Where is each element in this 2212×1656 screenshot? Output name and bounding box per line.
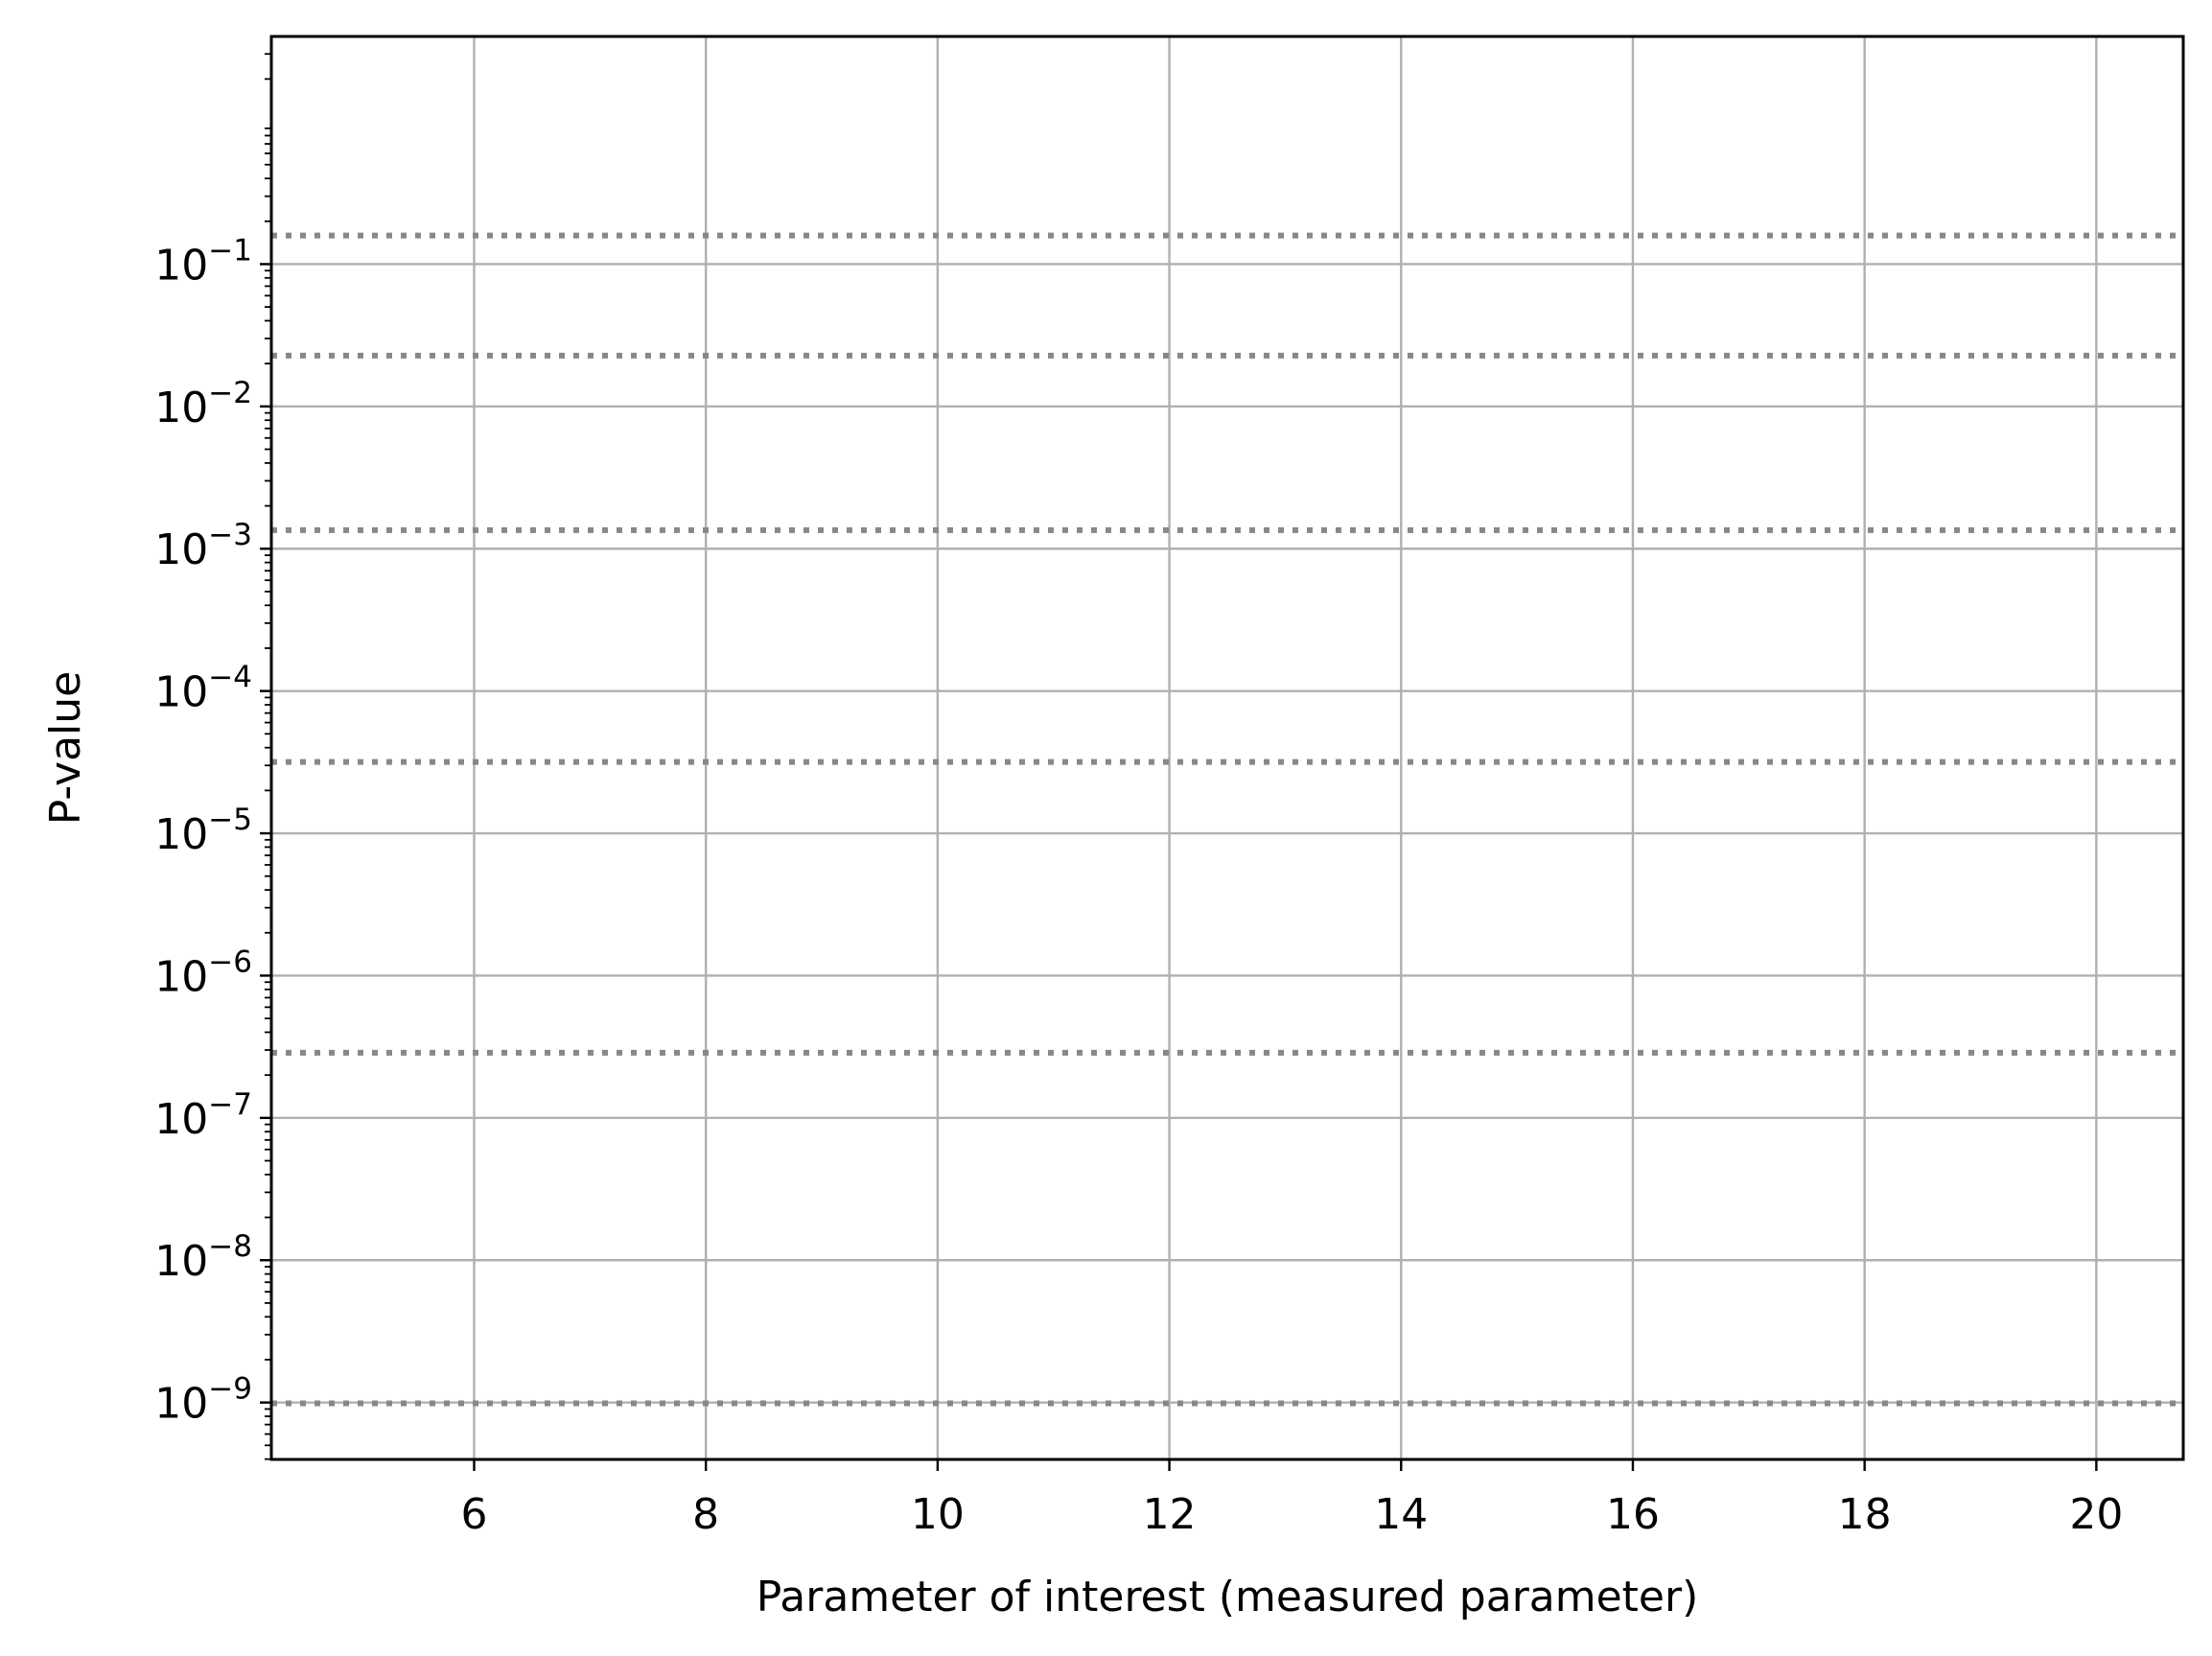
y-tick-label: 10−8 xyxy=(154,1229,252,1286)
y-tick-label: 10−3 xyxy=(154,518,252,574)
y-tick-exponent: −5 xyxy=(208,803,252,837)
y-tick-base: 10 xyxy=(154,810,208,859)
y-tick-label: 10−5 xyxy=(154,803,252,859)
y-tick-base: 10 xyxy=(154,241,208,290)
y-tick-exponent: −4 xyxy=(208,661,252,695)
y-tick-base: 10 xyxy=(154,1380,208,1429)
x-tick-label: 20 xyxy=(2069,1490,2123,1539)
y-tick-label: 10−1 xyxy=(154,233,252,290)
x-tick-label: 18 xyxy=(1838,1490,1892,1539)
y-tick-exponent: −9 xyxy=(208,1372,252,1407)
x-axis-label: Parameter of interest (measured paramete… xyxy=(757,1573,1699,1621)
tick-labels: 6 8 10 12 14 16 18 2010−110−210−310−410−510−610… xyxy=(154,233,2123,1539)
y-tick-label: 10−2 xyxy=(154,376,252,432)
x-tick-label: 10 xyxy=(911,1490,965,1539)
y-tick-exponent: −1 xyxy=(208,233,252,268)
y-tick-base: 10 xyxy=(154,525,208,574)
y-tick-label: 10−9 xyxy=(154,1372,252,1429)
y-tick-label: 10−4 xyxy=(154,661,252,717)
x-tick-label: 12 xyxy=(1143,1490,1197,1539)
ticks xyxy=(260,53,2098,1471)
y-axis-label: P-value xyxy=(41,671,90,825)
x-tick-label: 8 xyxy=(692,1490,719,1539)
y-tick-base: 10 xyxy=(154,1237,208,1286)
y-tick-base: 10 xyxy=(154,384,208,432)
x-tick-label: 16 xyxy=(1606,1490,1660,1539)
x-tick-label: 6 xyxy=(460,1490,487,1539)
y-tick-base: 10 xyxy=(154,668,208,717)
x-tick-label: 14 xyxy=(1374,1490,1428,1539)
reference-lines xyxy=(271,232,2183,1407)
y-tick-exponent: −2 xyxy=(208,376,252,410)
y-tick-exponent: −6 xyxy=(208,945,252,979)
y-tick-base: 10 xyxy=(154,1095,208,1144)
y-tick-label: 10−6 xyxy=(154,945,252,1001)
y-tick-label: 10−7 xyxy=(154,1087,252,1144)
y-tick-exponent: −7 xyxy=(208,1087,252,1122)
y-tick-base: 10 xyxy=(154,952,208,1001)
y-tick-exponent: −3 xyxy=(208,518,252,552)
y-tick-exponent: −8 xyxy=(208,1229,252,1264)
grid-layer xyxy=(271,36,2183,1459)
